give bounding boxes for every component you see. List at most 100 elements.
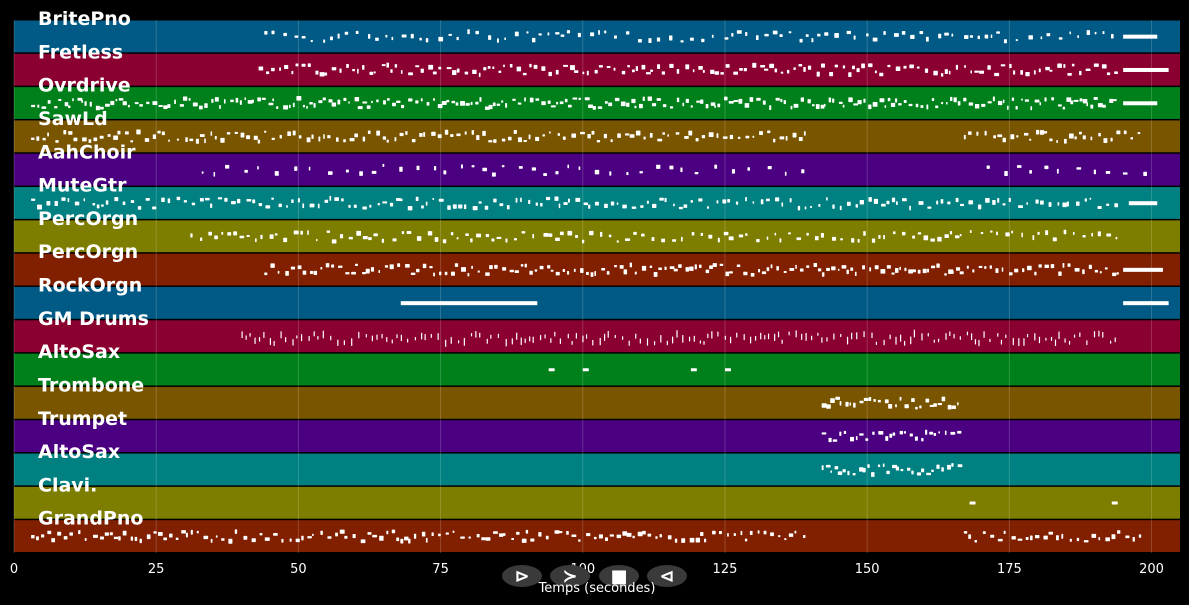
note <box>974 70 979 73</box>
note <box>859 433 864 436</box>
note <box>464 131 467 135</box>
note <box>616 202 619 205</box>
note <box>265 205 271 209</box>
note <box>261 97 266 100</box>
note <box>891 197 896 203</box>
rewind-button[interactable]: ⊲ <box>647 565 687 587</box>
note <box>176 138 179 141</box>
note <box>868 63 873 68</box>
note <box>727 199 731 203</box>
note <box>389 202 394 207</box>
note <box>157 531 163 536</box>
note <box>377 202 380 206</box>
note <box>937 338 940 343</box>
play-forward-button[interactable]: ⊳ <box>502 565 542 587</box>
note <box>505 338 507 347</box>
note <box>712 263 717 268</box>
note <box>575 235 579 238</box>
note <box>916 472 922 476</box>
note <box>204 138 206 144</box>
note <box>792 132 797 138</box>
note <box>951 270 954 274</box>
note <box>554 196 559 201</box>
note <box>416 165 420 171</box>
note <box>230 99 234 103</box>
note <box>559 101 564 105</box>
note <box>263 331 265 338</box>
note <box>901 31 906 35</box>
note <box>656 98 661 101</box>
note <box>1033 70 1036 75</box>
fast-forward-button[interactable]: ≻ <box>550 565 590 587</box>
note <box>439 271 442 276</box>
note-cluster <box>1123 101 1158 106</box>
note <box>698 198 703 202</box>
note <box>811 335 813 341</box>
note <box>570 65 575 71</box>
note <box>690 200 693 203</box>
note <box>1018 205 1023 209</box>
note <box>898 103 902 106</box>
note <box>813 263 818 268</box>
note <box>290 266 296 270</box>
note <box>826 197 828 201</box>
note <box>862 467 866 473</box>
note <box>614 264 617 268</box>
note <box>506 205 510 210</box>
note <box>497 333 500 338</box>
note <box>693 335 695 342</box>
note <box>1079 332 1081 338</box>
note <box>107 134 111 137</box>
note <box>641 64 646 70</box>
note <box>863 397 869 402</box>
note <box>391 36 394 41</box>
note <box>400 198 403 202</box>
note <box>854 271 857 277</box>
note <box>729 336 732 344</box>
note <box>456 237 459 240</box>
note <box>1026 333 1029 338</box>
note <box>567 198 570 203</box>
note <box>54 201 58 206</box>
note <box>798 64 803 67</box>
note <box>963 97 967 102</box>
note <box>266 71 270 75</box>
note <box>756 239 760 243</box>
note <box>437 104 443 109</box>
stop-button[interactable]: ■ <box>599 565 639 587</box>
note <box>375 37 379 41</box>
note <box>1083 540 1089 543</box>
note <box>396 537 400 542</box>
note <box>955 197 959 203</box>
note <box>763 530 767 535</box>
note-layer <box>31 29 1169 544</box>
note <box>1067 73 1072 76</box>
note <box>744 103 750 108</box>
note-cluster <box>1123 301 1169 306</box>
note <box>294 35 299 38</box>
note <box>503 533 506 536</box>
note <box>803 131 806 136</box>
note <box>667 134 670 137</box>
note <box>297 265 302 270</box>
note <box>1044 165 1049 170</box>
note <box>714 105 717 108</box>
note <box>543 173 547 177</box>
note <box>865 438 869 441</box>
note <box>633 231 637 235</box>
note <box>467 272 470 277</box>
note <box>1082 234 1086 238</box>
note <box>419 37 422 41</box>
note <box>880 268 886 274</box>
note <box>555 237 560 241</box>
note <box>736 332 738 338</box>
note <box>1082 98 1088 104</box>
note <box>161 197 165 202</box>
note <box>608 102 613 107</box>
note <box>438 36 444 42</box>
note <box>927 206 932 209</box>
note <box>324 199 329 203</box>
note <box>660 335 662 343</box>
note <box>719 263 724 266</box>
note <box>603 133 607 139</box>
